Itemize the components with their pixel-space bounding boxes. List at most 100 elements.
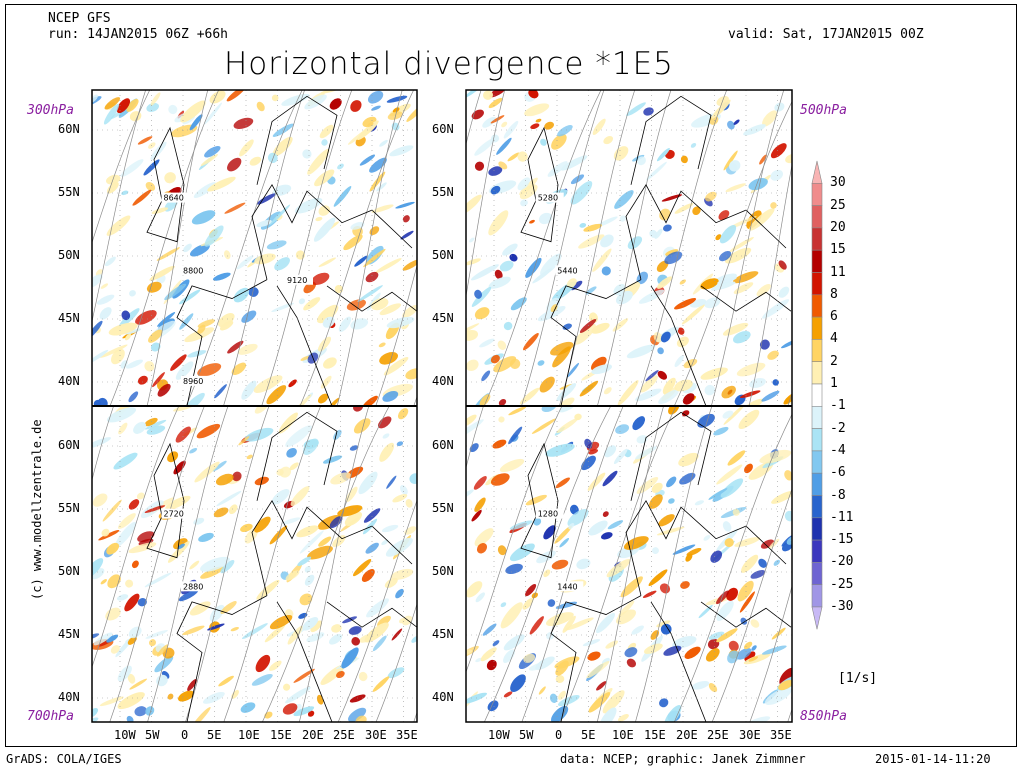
figure-frame [5, 4, 1017, 747]
legend-level-label: 6 [830, 309, 838, 324]
legend-swatch [811, 383, 823, 407]
legend-swatch [811, 361, 823, 385]
map-title: Horizontal divergence *1E5 [224, 46, 674, 82]
legend-level-label: 2 [830, 354, 838, 369]
legend-swatch [811, 539, 823, 563]
footer-credit: data: NCEP; graphic: Janek Zimmner [560, 752, 806, 766]
lon-tick-label: 35E [396, 728, 418, 742]
contour-label: 1280 [538, 510, 558, 519]
legend-swatch [811, 584, 823, 608]
legend-level-label: 4 [830, 331, 838, 346]
lon-tick-label: 5W [145, 728, 160, 742]
lat-tick-label: 40N [58, 374, 80, 388]
contour-label: 8960 [183, 377, 203, 386]
legend-level-label: 11 [830, 265, 846, 280]
lat-tick-label: 55N [58, 501, 80, 515]
lat-tick-label: 50N [432, 248, 454, 262]
panel-850hpa: 1280 1440 [466, 406, 792, 722]
legend-swatch [811, 316, 823, 340]
lat-tick-label: 40N [432, 690, 454, 704]
legend-level-label: -4 [830, 443, 846, 458]
lon-tick-label: 5W [519, 728, 534, 742]
model-name: NCEP GFS [48, 11, 111, 26]
contour-label: 8800 [183, 266, 203, 275]
legend-level-label: -8 [830, 488, 846, 503]
level-label-700: 700hPa [27, 709, 74, 724]
footer-timestamp: 2015-01-14-11:20 [875, 752, 991, 766]
lat-tick-label: 55N [432, 501, 454, 515]
lon-tick-label: 15E [644, 728, 666, 742]
legend-swatch [811, 450, 823, 474]
legend-swatch [811, 249, 823, 273]
lat-tick-label: 50N [432, 564, 454, 578]
lon-tick-label: 5E [581, 728, 596, 742]
lat-tick-label: 55N [58, 185, 80, 199]
lon-tick-label: 35E [770, 728, 792, 742]
lon-tick-label: 5E [207, 728, 222, 742]
lon-tick-label: 10E [612, 728, 634, 742]
lat-tick-label: 55N [432, 185, 454, 199]
valid-time: valid: Sat, 17JAN2015 00Z [728, 27, 924, 42]
footer-software: GrADS: COLA/IGES [6, 752, 122, 766]
legend-swatch [811, 495, 823, 519]
legend-swatch [811, 227, 823, 251]
contour-label: 9120 [287, 276, 307, 285]
lon-tick-label: 10W [114, 728, 136, 742]
legend-swatch [811, 183, 823, 206]
contour-label: 5440 [557, 266, 577, 275]
legend-level-label: -6 [830, 465, 846, 480]
legend-unit: [1/s] [838, 671, 878, 686]
level-label-850: 850hPa [800, 709, 847, 724]
legend-level-label: 1 [830, 376, 838, 391]
legend-swatch [811, 294, 823, 318]
legend-level-label: 8 [830, 287, 838, 302]
level-label-500: 500hPa [800, 103, 847, 118]
legend-swatch [811, 606, 823, 630]
legend-level-label: -20 [830, 554, 854, 569]
lon-tick-label: 30E [739, 728, 761, 742]
legend-swatch [811, 205, 823, 229]
contour-label: 2880 [183, 582, 203, 591]
lon-tick-label: 30E [365, 728, 387, 742]
contour-label: 8640 [164, 194, 184, 203]
lat-tick-label: 50N [58, 248, 80, 262]
color-legend [811, 160, 823, 630]
lat-tick-label: 60N [58, 122, 80, 136]
contour-label: 1440 [557, 582, 577, 591]
legend-swatch [811, 405, 823, 429]
lat-tick-label: 50N [58, 564, 80, 578]
lon-tick-label: 15E [270, 728, 292, 742]
contour-label: 5280 [538, 194, 558, 203]
legend-level-label: -11 [830, 510, 854, 525]
legend-level-label: 25 [830, 198, 846, 213]
lat-tick-label: 40N [58, 690, 80, 704]
lon-tick-label: 0 [555, 728, 563, 742]
lon-tick-label: 0 [181, 728, 189, 742]
lon-tick-label: 10E [238, 728, 260, 742]
level-label-300: 300hPa [27, 103, 74, 118]
legend-level-label: -25 [830, 577, 854, 592]
legend-swatch [811, 428, 823, 452]
lat-tick-label: 45N [432, 627, 454, 641]
legend-swatch [811, 517, 823, 541]
lat-tick-label: 60N [432, 438, 454, 452]
legend-level-label: 20 [830, 220, 846, 235]
legend-swatch [811, 160, 823, 184]
lon-tick-label: 25E [707, 728, 729, 742]
lat-tick-label: 40N [432, 374, 454, 388]
run-info: run: 14JAN2015 06Z +66h [48, 27, 229, 42]
lat-tick-label: 60N [432, 122, 454, 136]
legend-level-label: -15 [830, 532, 854, 547]
panel-700hpa: 2720 2880 [92, 406, 417, 722]
legend-swatch [811, 472, 823, 496]
legend-level-label: -1 [830, 398, 846, 413]
lon-tick-label: 20E [676, 728, 698, 742]
legend-level-label: 30 [830, 175, 846, 190]
legend-swatch [811, 562, 823, 586]
lon-tick-label: 25E [333, 728, 355, 742]
panel-500hpa: 5280 5440 [466, 90, 792, 406]
lon-tick-label: 10W [488, 728, 510, 742]
lat-tick-label: 45N [58, 311, 80, 325]
legend-level-label: -30 [830, 599, 854, 614]
